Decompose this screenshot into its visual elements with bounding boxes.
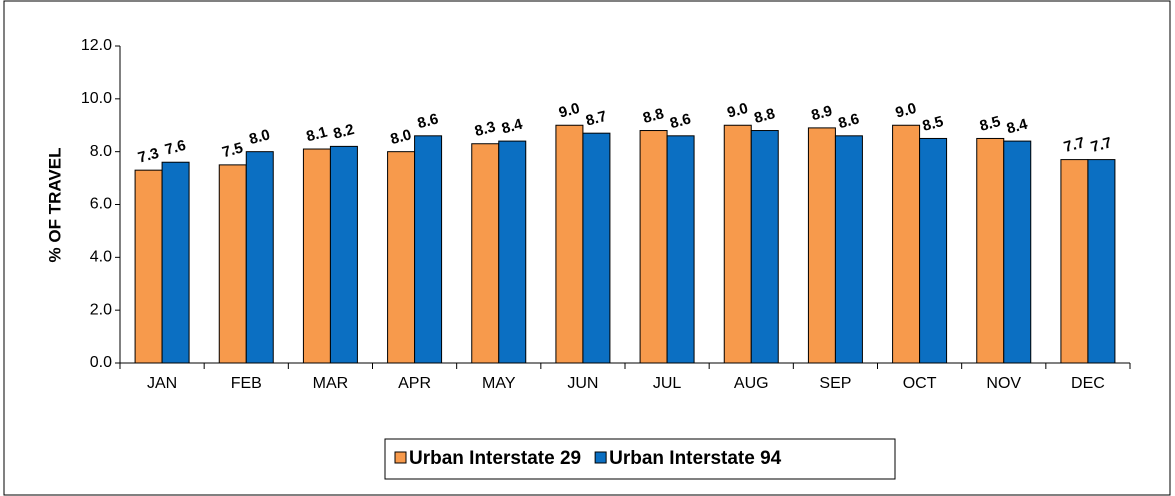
x-tick-label: JUL xyxy=(653,375,682,392)
data-label: 8.4 xyxy=(1005,116,1030,138)
legend-swatch xyxy=(394,451,407,464)
data-label: 8.6 xyxy=(837,110,862,132)
y-tick-label: 10.0 xyxy=(81,90,112,107)
x-tick-label: SEP xyxy=(819,375,851,392)
bar xyxy=(807,127,836,364)
y-tick-label: 12.0 xyxy=(81,37,112,54)
legend-label: Urban Interstate 94 xyxy=(609,448,782,469)
bar xyxy=(134,169,163,364)
x-tick-label: FEB xyxy=(231,375,262,392)
data-label: 9.0 xyxy=(894,100,919,122)
bar xyxy=(329,145,358,364)
bar xyxy=(555,124,584,364)
data-label: 8.2 xyxy=(332,121,357,143)
bar xyxy=(976,137,1005,364)
y-tick-label: 6.0 xyxy=(90,196,112,213)
bar xyxy=(302,148,331,364)
x-tick-label: NOV xyxy=(986,375,1021,392)
bar xyxy=(414,135,443,364)
bar xyxy=(639,130,668,364)
x-tick-label: MAY xyxy=(482,375,516,392)
data-label: 8.4 xyxy=(500,116,525,138)
x-tick-label: APR xyxy=(398,375,431,392)
data-label: 8.5 xyxy=(921,113,946,135)
legend-box xyxy=(384,438,896,480)
data-label: 8.1 xyxy=(305,124,330,146)
y-tick-label: 2.0 xyxy=(90,301,112,318)
bar xyxy=(498,140,527,364)
bar xyxy=(582,132,611,364)
data-label: 7.5 xyxy=(220,139,245,161)
data-label: 7.7 xyxy=(1089,134,1114,156)
y-axis-title: % OF TRAVEL xyxy=(45,148,64,263)
x-tick-label: JUN xyxy=(567,375,598,392)
data-label: 7.3 xyxy=(136,145,161,167)
bar xyxy=(723,124,752,364)
data-label: 8.0 xyxy=(247,126,272,148)
bar xyxy=(218,164,247,364)
data-label: 8.5 xyxy=(978,113,1003,135)
data-label: 8.9 xyxy=(810,102,835,124)
bar xyxy=(919,137,948,364)
bar xyxy=(387,151,416,364)
bar xyxy=(471,143,500,364)
data-label: 8.6 xyxy=(416,110,441,132)
bar xyxy=(1087,159,1116,364)
data-label: 8.8 xyxy=(752,105,777,127)
x-tick-label: OCT xyxy=(903,375,937,392)
bar xyxy=(892,124,921,364)
bar xyxy=(161,161,190,364)
y-tick-label: 8.0 xyxy=(90,143,112,160)
bar xyxy=(1003,140,1032,364)
data-label: 8.8 xyxy=(641,105,666,127)
data-label: 7.7 xyxy=(1062,134,1087,156)
data-label: 8.7 xyxy=(584,108,609,130)
legend-label: Urban Interstate 29 xyxy=(409,448,581,469)
data-label: 7.6 xyxy=(163,137,188,159)
bar xyxy=(834,135,863,364)
data-label: 8.0 xyxy=(389,126,414,148)
bar xyxy=(750,130,779,364)
x-tick-label: AUG xyxy=(734,375,769,392)
y-tick-label: 0.0 xyxy=(90,354,112,371)
y-tick-label: 4.0 xyxy=(90,249,112,266)
x-tick-label: JAN xyxy=(147,375,177,392)
data-label: 8.6 xyxy=(668,110,693,132)
data-label: 9.0 xyxy=(725,100,750,122)
bar xyxy=(666,135,695,364)
bar xyxy=(245,151,274,364)
bar xyxy=(1060,159,1089,364)
legend-swatch xyxy=(594,451,607,464)
x-tick-label: MAR xyxy=(313,375,349,392)
data-label: 8.3 xyxy=(473,118,498,140)
x-tick-label: DEC xyxy=(1071,375,1105,392)
data-label: 9.0 xyxy=(557,100,582,122)
